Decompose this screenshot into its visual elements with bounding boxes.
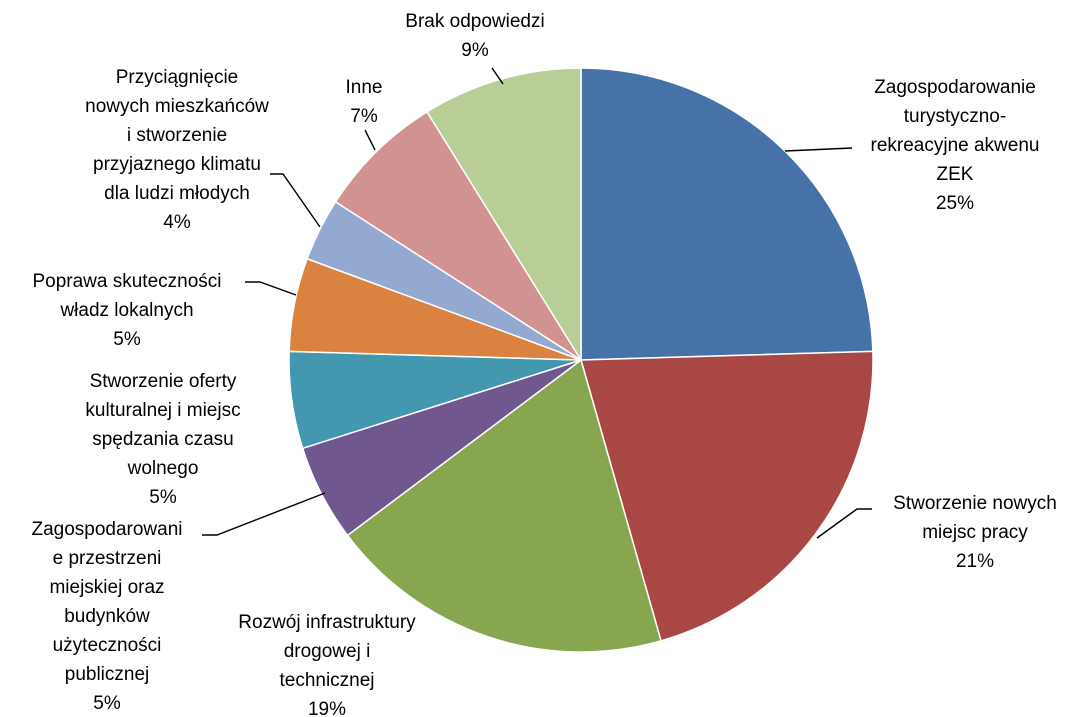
data-label-line: wolnego [127, 458, 199, 479]
data-label-7: Przyciągnięcie nowych mieszkańców i stworz… [85, 67, 269, 233]
pie-slice-1 [580, 67, 874, 361]
pie-slice-8 [334, 110, 582, 361]
data-label-percent: 21% [956, 551, 994, 572]
data-label-line: miejskiej oraz [49, 577, 164, 598]
data-label-line: Zagospodarowanie [874, 77, 1036, 98]
data-labels-layer: Zagospodarowanie turystyczno-rekreacyjne … [31, 11, 1056, 717]
data-label-percent: 5% [149, 487, 177, 508]
data-label-line: dla ludzi młodych [104, 183, 250, 204]
data-label-line: Poprawa skuteczności [32, 271, 221, 292]
data-label-percent: 4% [163, 212, 191, 233]
data-label-line: Stworzenie nowych [893, 493, 1057, 514]
data-label-6: Poprawa skuteczności władz lokalnych 5% [32, 271, 221, 350]
data-label-line: spędzania czasu [92, 429, 234, 450]
data-label-2: Stworzenie nowych miejsc pracy 21% [893, 493, 1057, 572]
data-label-1: Zagospodarowanie turystyczno-rekreacyjne … [871, 77, 1040, 214]
data-label-percent: 19% [308, 699, 346, 717]
data-label-line: rekreacyjne akwenu [871, 135, 1040, 156]
data-label-line: użyteczności [53, 635, 162, 656]
data-label-8: Inne 7% [346, 77, 383, 127]
data-label-5: Stworzenie oferty kulturalnej i miejsc spę… [85, 371, 240, 508]
data-label-line: nowych mieszkańców [85, 96, 269, 117]
pie-slice-2 [580, 350, 874, 642]
data-label-percent: 5% [113, 329, 141, 350]
data-label-line: e przestrzeni [53, 548, 162, 569]
leader-line-6 [245, 281, 297, 296]
pie-slice-3 [346, 358, 662, 653]
data-label-percent: 25% [936, 193, 974, 214]
data-label-line: technicznej [279, 670, 374, 691]
leader-line-9 [491, 67, 504, 85]
data-label-line: Stworzenie oferty [90, 371, 237, 392]
data-label-line: Zagospodarowani [31, 519, 182, 540]
data-label-line: władz lokalnych [59, 300, 193, 321]
leader-line-8 [364, 129, 376, 151]
data-label-9: Brak odpowiedzi 9% [405, 11, 544, 61]
data-label-line: kulturalnej i miejsc [85, 400, 240, 421]
leader-line-4 [202, 492, 326, 536]
data-label-line: i stworzenie [127, 125, 227, 146]
data-label-line: Rozwój infrastruktury [238, 612, 416, 633]
data-label-line: Brak odpowiedzi [405, 11, 544, 32]
data-label-3: Rozwój infrastruktury drogowej i techniczn… [238, 612, 416, 717]
data-label-percent: 5% [93, 693, 121, 714]
slices-layer [288, 67, 874, 653]
leader-lines-layer [202, 67, 872, 539]
leader-line-1 [784, 147, 853, 152]
data-label-line: publicznej [65, 664, 150, 685]
data-label-line: turystyczno- [904, 106, 1006, 127]
data-label-percent: 7% [350, 106, 378, 127]
pie-slice-9 [426, 67, 582, 363]
data-label-line: ZEK [937, 164, 974, 185]
data-label-line: miejsc pracy [922, 522, 1028, 543]
data-label-line: drogowej i [284, 641, 371, 662]
leader-line-7 [270, 173, 321, 228]
data-label-line: Przyciągnięcie [116, 67, 239, 88]
data-label-4: Zagospodarowani e przestrzeni miejskiej or… [31, 519, 182, 714]
data-label-percent: 9% [461, 40, 489, 61]
data-label-line: przyjaznego klimatu [93, 154, 261, 175]
data-label-line: budynków [64, 606, 150, 627]
data-label-line: Inne [346, 77, 383, 98]
leader-line-2 [816, 508, 872, 539]
